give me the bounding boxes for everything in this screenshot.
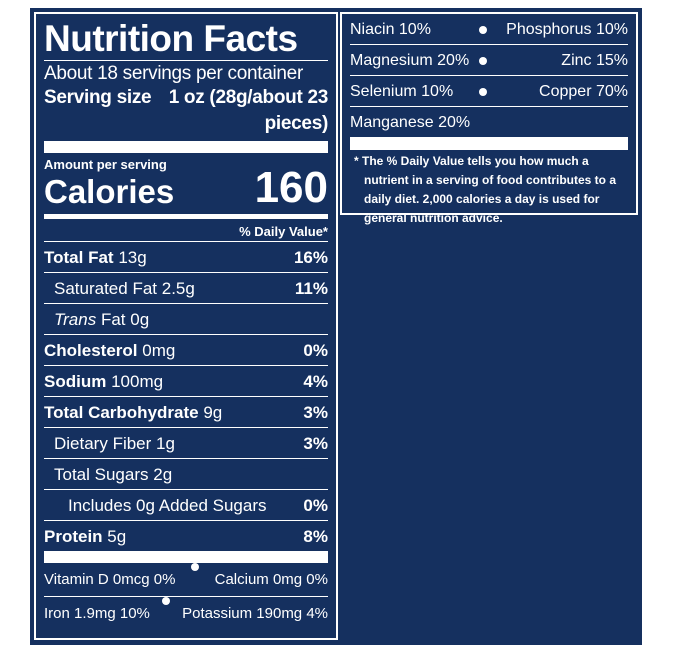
- vitamin-row: Iron 1.9mg 10% Potassium 190mg 4%: [44, 597, 328, 630]
- mineral: Niacin 10%: [350, 21, 431, 38]
- separator-dot: [479, 25, 487, 34]
- calories-row: Calories 160: [44, 166, 328, 210]
- nutrient-row: Includes 0g Added Sugars 0%: [44, 490, 328, 521]
- calories-value: 160: [254, 163, 328, 212]
- footnote: * The % Daily Value tells you how much a…: [354, 154, 617, 225]
- mineral: Selenium 10%: [350, 83, 454, 100]
- nutrient-row: Sodium 100mg 4%: [44, 366, 328, 397]
- nutrient-amount: 13g: [118, 248, 147, 267]
- nutrient-row: Cholesterol 0mg 0%: [44, 335, 328, 366]
- nutrient: Dietary Fiber 1g: [54, 428, 175, 458]
- daily-value: 0%: [303, 496, 328, 515]
- nutrition-panel: Nutrition Facts About 18 servings per co…: [34, 12, 338, 640]
- mineral-list: Niacin 10% Phosphorus 10% Magnesium 20% Zin…: [350, 14, 628, 138]
- nutrient: Protein 5g: [44, 521, 126, 551]
- mineral-row: Selenium 10% Copper 70%: [350, 76, 628, 107]
- vitamin-row: Vitamin D 0mcg 0% Calcium 0mg 0%: [44, 563, 328, 597]
- thick-rule: [44, 141, 328, 153]
- nutrient-row: Protein 5g 8%: [44, 521, 328, 551]
- nutrient-amount: 100mg: [111, 372, 164, 391]
- mineral: Copper 70%: [539, 83, 628, 100]
- nutrient-name: Includes 0g Added Sugars: [68, 496, 267, 515]
- nutrient: Trans Fat 0g: [54, 304, 149, 334]
- separator-dot: [479, 56, 487, 65]
- nutrient: Sodium 100mg: [44, 366, 163, 396]
- nutrient-row: Trans Fat 0g: [44, 304, 328, 335]
- nutrient: Total Fat 13g: [44, 242, 147, 272]
- amount-per-serving: Amount per serving: [44, 157, 167, 172]
- mineral: Magnesium 20%: [350, 52, 470, 69]
- nutrient: Saturated Fat 2.5g: [54, 273, 195, 303]
- nutrient-name: Cholesterol: [44, 341, 138, 360]
- mineral: Manganese 20%: [350, 114, 471, 131]
- nutrient-amount: 9g: [203, 403, 223, 422]
- daily-value: 4%: [303, 372, 328, 391]
- daily-value: 3%: [303, 434, 328, 453]
- nutrient: Includes 0g Added Sugars: [68, 490, 266, 520]
- thick-rule: [44, 551, 328, 563]
- nutrient-amount: 0mg: [142, 341, 176, 360]
- nutrient-list: Total Fat 13g 16% Saturated Fat 2.5g 11% Tra…: [44, 242, 328, 551]
- nutrient-prefix: Trans: [54, 310, 97, 329]
- nutrient-row: Saturated Fat 2.5g 11%: [44, 273, 328, 304]
- nutrient-amount: 1g: [156, 434, 175, 453]
- vitamin: Calcium 0mg 0%: [214, 571, 328, 588]
- nutrient-amount: 0g: [130, 310, 150, 329]
- nutrient-row: Total Sugars 2g: [44, 459, 328, 490]
- nutrient-amount: 2.5g: [161, 279, 195, 298]
- medium-rule: [44, 214, 328, 219]
- serving-size-label: Serving size: [44, 87, 152, 108]
- nutrient: Cholesterol 0mg: [44, 335, 175, 365]
- nutrient-name: Total Fat: [44, 248, 114, 267]
- nutrient-name: Protein: [44, 527, 103, 546]
- servings: About 18 servings per container: [44, 60, 328, 85]
- nutrient: Total Sugars 2g: [54, 459, 172, 489]
- vitamin: Vitamin D 0mcg 0%: [44, 571, 176, 588]
- nutrient-amount: 5g: [107, 527, 127, 546]
- nutrient-amount: 2g: [153, 465, 173, 484]
- nutrient-row: Dietary Fiber 1g 3%: [44, 428, 328, 459]
- serving-size-value: 1 oz (28g/about 23 pieces): [168, 87, 329, 134]
- nutrient-name: Fat: [100, 310, 126, 329]
- mineral-row: Magnesium 20% Zinc 15%: [350, 45, 628, 76]
- serving-size: Serving size 1 oz (28g/about 23 pieces): [44, 85, 328, 137]
- nutrient-name: Sodium: [44, 372, 107, 391]
- nutrient-name: Total Carbohydrate: [44, 403, 199, 422]
- nutrient-name: Dietary Fiber: [54, 434, 152, 453]
- vitamin: Potassium 190mg 4%: [182, 605, 328, 622]
- separator-dot: [191, 563, 200, 571]
- daily-value: 16%: [293, 248, 328, 267]
- daily-value: 8%: [303, 527, 328, 546]
- thick-rule: [350, 138, 628, 150]
- nutrient-row: Total Carbohydrate 9g 3%: [44, 397, 328, 428]
- nutrient: Total Carbohydrate 9g: [44, 397, 222, 427]
- mineral-row: Manganese 20%: [350, 107, 628, 138]
- nutrient-name: Total Sugars: [54, 465, 149, 484]
- mineral: Phosphorus 10%: [506, 21, 628, 38]
- daily-value: 0%: [303, 341, 328, 360]
- mineral-row: Niacin 10% Phosphorus 10%: [350, 14, 628, 45]
- separator-dot: [479, 87, 487, 96]
- mineral-panel: Niacin 10% Phosphorus 10% Magnesium 20% Zin…: [340, 12, 638, 225]
- nutrient-name: Saturated Fat: [54, 279, 158, 298]
- mineral: Zinc 15%: [561, 52, 628, 69]
- vitamin-list: Vitamin D 0mcg 0% Calcium 0mg 0% Iron 1.9m…: [44, 563, 328, 630]
- separator-dot: [162, 597, 170, 605]
- daily-value-header: % Daily Value*: [44, 219, 328, 242]
- title: Nutrition Facts: [44, 18, 298, 59]
- nutrient-row: Total Fat 13g 16%: [44, 242, 328, 273]
- daily-value: 11%: [294, 279, 328, 298]
- vitamin: Iron 1.9mg 10%: [44, 605, 150, 622]
- calories-label: Calories: [44, 173, 175, 210]
- daily-value: 3%: [303, 403, 328, 422]
